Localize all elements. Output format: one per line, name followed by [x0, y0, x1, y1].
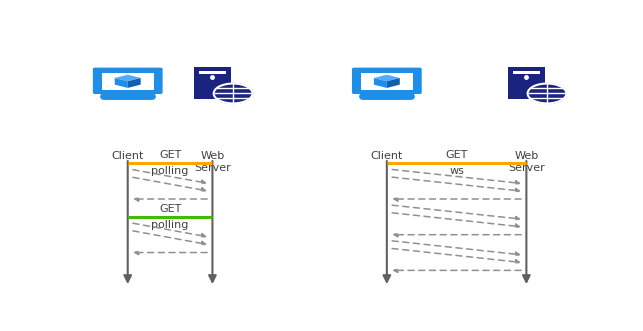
Text: ws: ws	[449, 166, 464, 176]
Polygon shape	[128, 78, 141, 88]
Text: polling: polling	[151, 166, 189, 176]
FancyBboxPatch shape	[194, 67, 231, 99]
Polygon shape	[374, 78, 387, 88]
Circle shape	[213, 83, 253, 103]
Text: GET: GET	[446, 150, 468, 160]
Text: Client: Client	[370, 151, 403, 161]
Polygon shape	[114, 75, 141, 81]
FancyBboxPatch shape	[507, 67, 545, 99]
Text: GET: GET	[159, 204, 181, 214]
Text: Client: Client	[111, 151, 144, 161]
Polygon shape	[114, 78, 128, 88]
FancyBboxPatch shape	[513, 71, 539, 74]
Circle shape	[528, 83, 566, 103]
FancyBboxPatch shape	[361, 72, 413, 90]
Polygon shape	[387, 78, 400, 88]
Polygon shape	[374, 75, 400, 81]
Text: polling: polling	[151, 220, 189, 230]
FancyBboxPatch shape	[352, 68, 422, 94]
Text: GET: GET	[159, 150, 181, 160]
Text: Web
Server: Web Server	[508, 151, 545, 173]
Text: Web
Server: Web Server	[194, 151, 231, 173]
FancyBboxPatch shape	[102, 72, 154, 90]
FancyBboxPatch shape	[93, 68, 163, 94]
FancyBboxPatch shape	[199, 71, 226, 74]
